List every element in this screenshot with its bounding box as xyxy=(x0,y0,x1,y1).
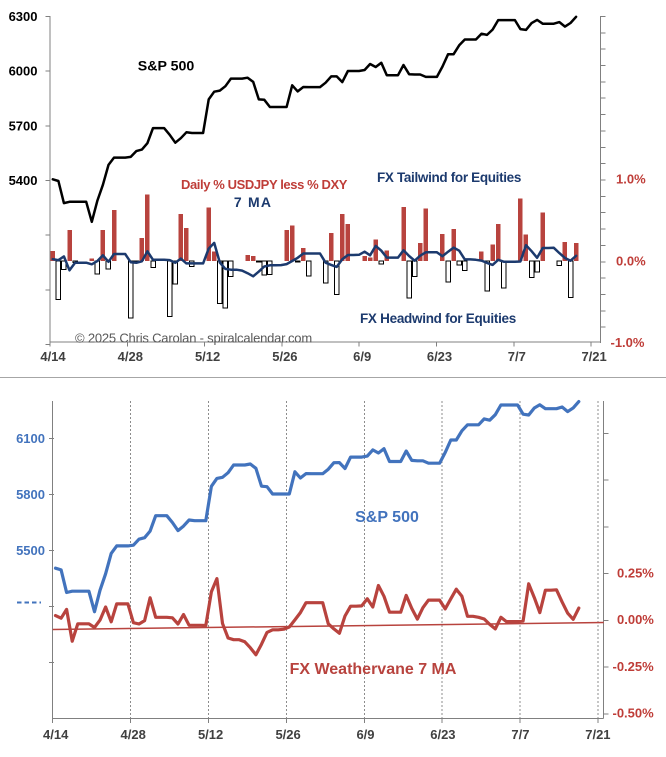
svg-text:S&P 500: S&P 500 xyxy=(138,59,195,75)
svg-text:5/12: 5/12 xyxy=(195,349,220,364)
svg-text:0.00%: 0.00% xyxy=(617,612,654,627)
svg-text:6/23: 6/23 xyxy=(427,349,452,364)
svg-text:© 2025 Chris Carolan - spiralc: © 2025 Chris Carolan - spiralcalendar.co… xyxy=(75,331,312,346)
svg-text:1.0%: 1.0% xyxy=(616,172,646,187)
svg-text:4/14: 4/14 xyxy=(43,727,69,742)
svg-text:S&P 500: S&P 500 xyxy=(355,509,419,526)
svg-text:7/7: 7/7 xyxy=(508,349,526,364)
svg-text:5/26: 5/26 xyxy=(272,349,297,364)
svg-text:7/21: 7/21 xyxy=(581,349,606,364)
svg-text:5400: 5400 xyxy=(9,173,38,188)
svg-text:Daily % USDJPY less % DXY: Daily % USDJPY less % DXY xyxy=(181,177,348,192)
svg-text:0.25%: 0.25% xyxy=(617,565,654,580)
svg-text:FX Tailwind for Equities: FX Tailwind for Equities xyxy=(377,170,521,185)
svg-text:7/7: 7/7 xyxy=(511,727,529,742)
svg-text:4/28: 4/28 xyxy=(121,727,146,742)
svg-text:6/9: 6/9 xyxy=(353,349,371,364)
svg-text:-1.0%: -1.0% xyxy=(611,335,645,350)
svg-text:6/9: 6/9 xyxy=(356,727,374,742)
svg-text:7/21: 7/21 xyxy=(585,727,610,742)
svg-text:5/12: 5/12 xyxy=(198,727,223,742)
svg-text:4/14: 4/14 xyxy=(40,349,66,364)
svg-text:6100: 6100 xyxy=(16,431,45,446)
svg-text:0.0%: 0.0% xyxy=(616,253,646,268)
svg-text:5800: 5800 xyxy=(16,487,45,502)
svg-text:FX Headwind for Equities: FX Headwind for Equities xyxy=(360,311,516,326)
svg-text:6300: 6300 xyxy=(9,9,38,24)
svg-text:-0.50%: -0.50% xyxy=(613,706,655,721)
svg-text:FX Weathervane 7 MA: FX Weathervane 7 MA xyxy=(290,661,457,678)
svg-text:7 MA: 7 MA xyxy=(234,194,272,210)
svg-text:5/26: 5/26 xyxy=(275,727,300,742)
svg-text:6/23: 6/23 xyxy=(430,727,455,742)
svg-text:-0.25%: -0.25% xyxy=(613,659,655,674)
svg-text:4/28: 4/28 xyxy=(118,349,143,364)
svg-text:6000: 6000 xyxy=(9,64,38,79)
svg-text:5700: 5700 xyxy=(9,118,38,133)
svg-text:5500: 5500 xyxy=(16,543,45,558)
